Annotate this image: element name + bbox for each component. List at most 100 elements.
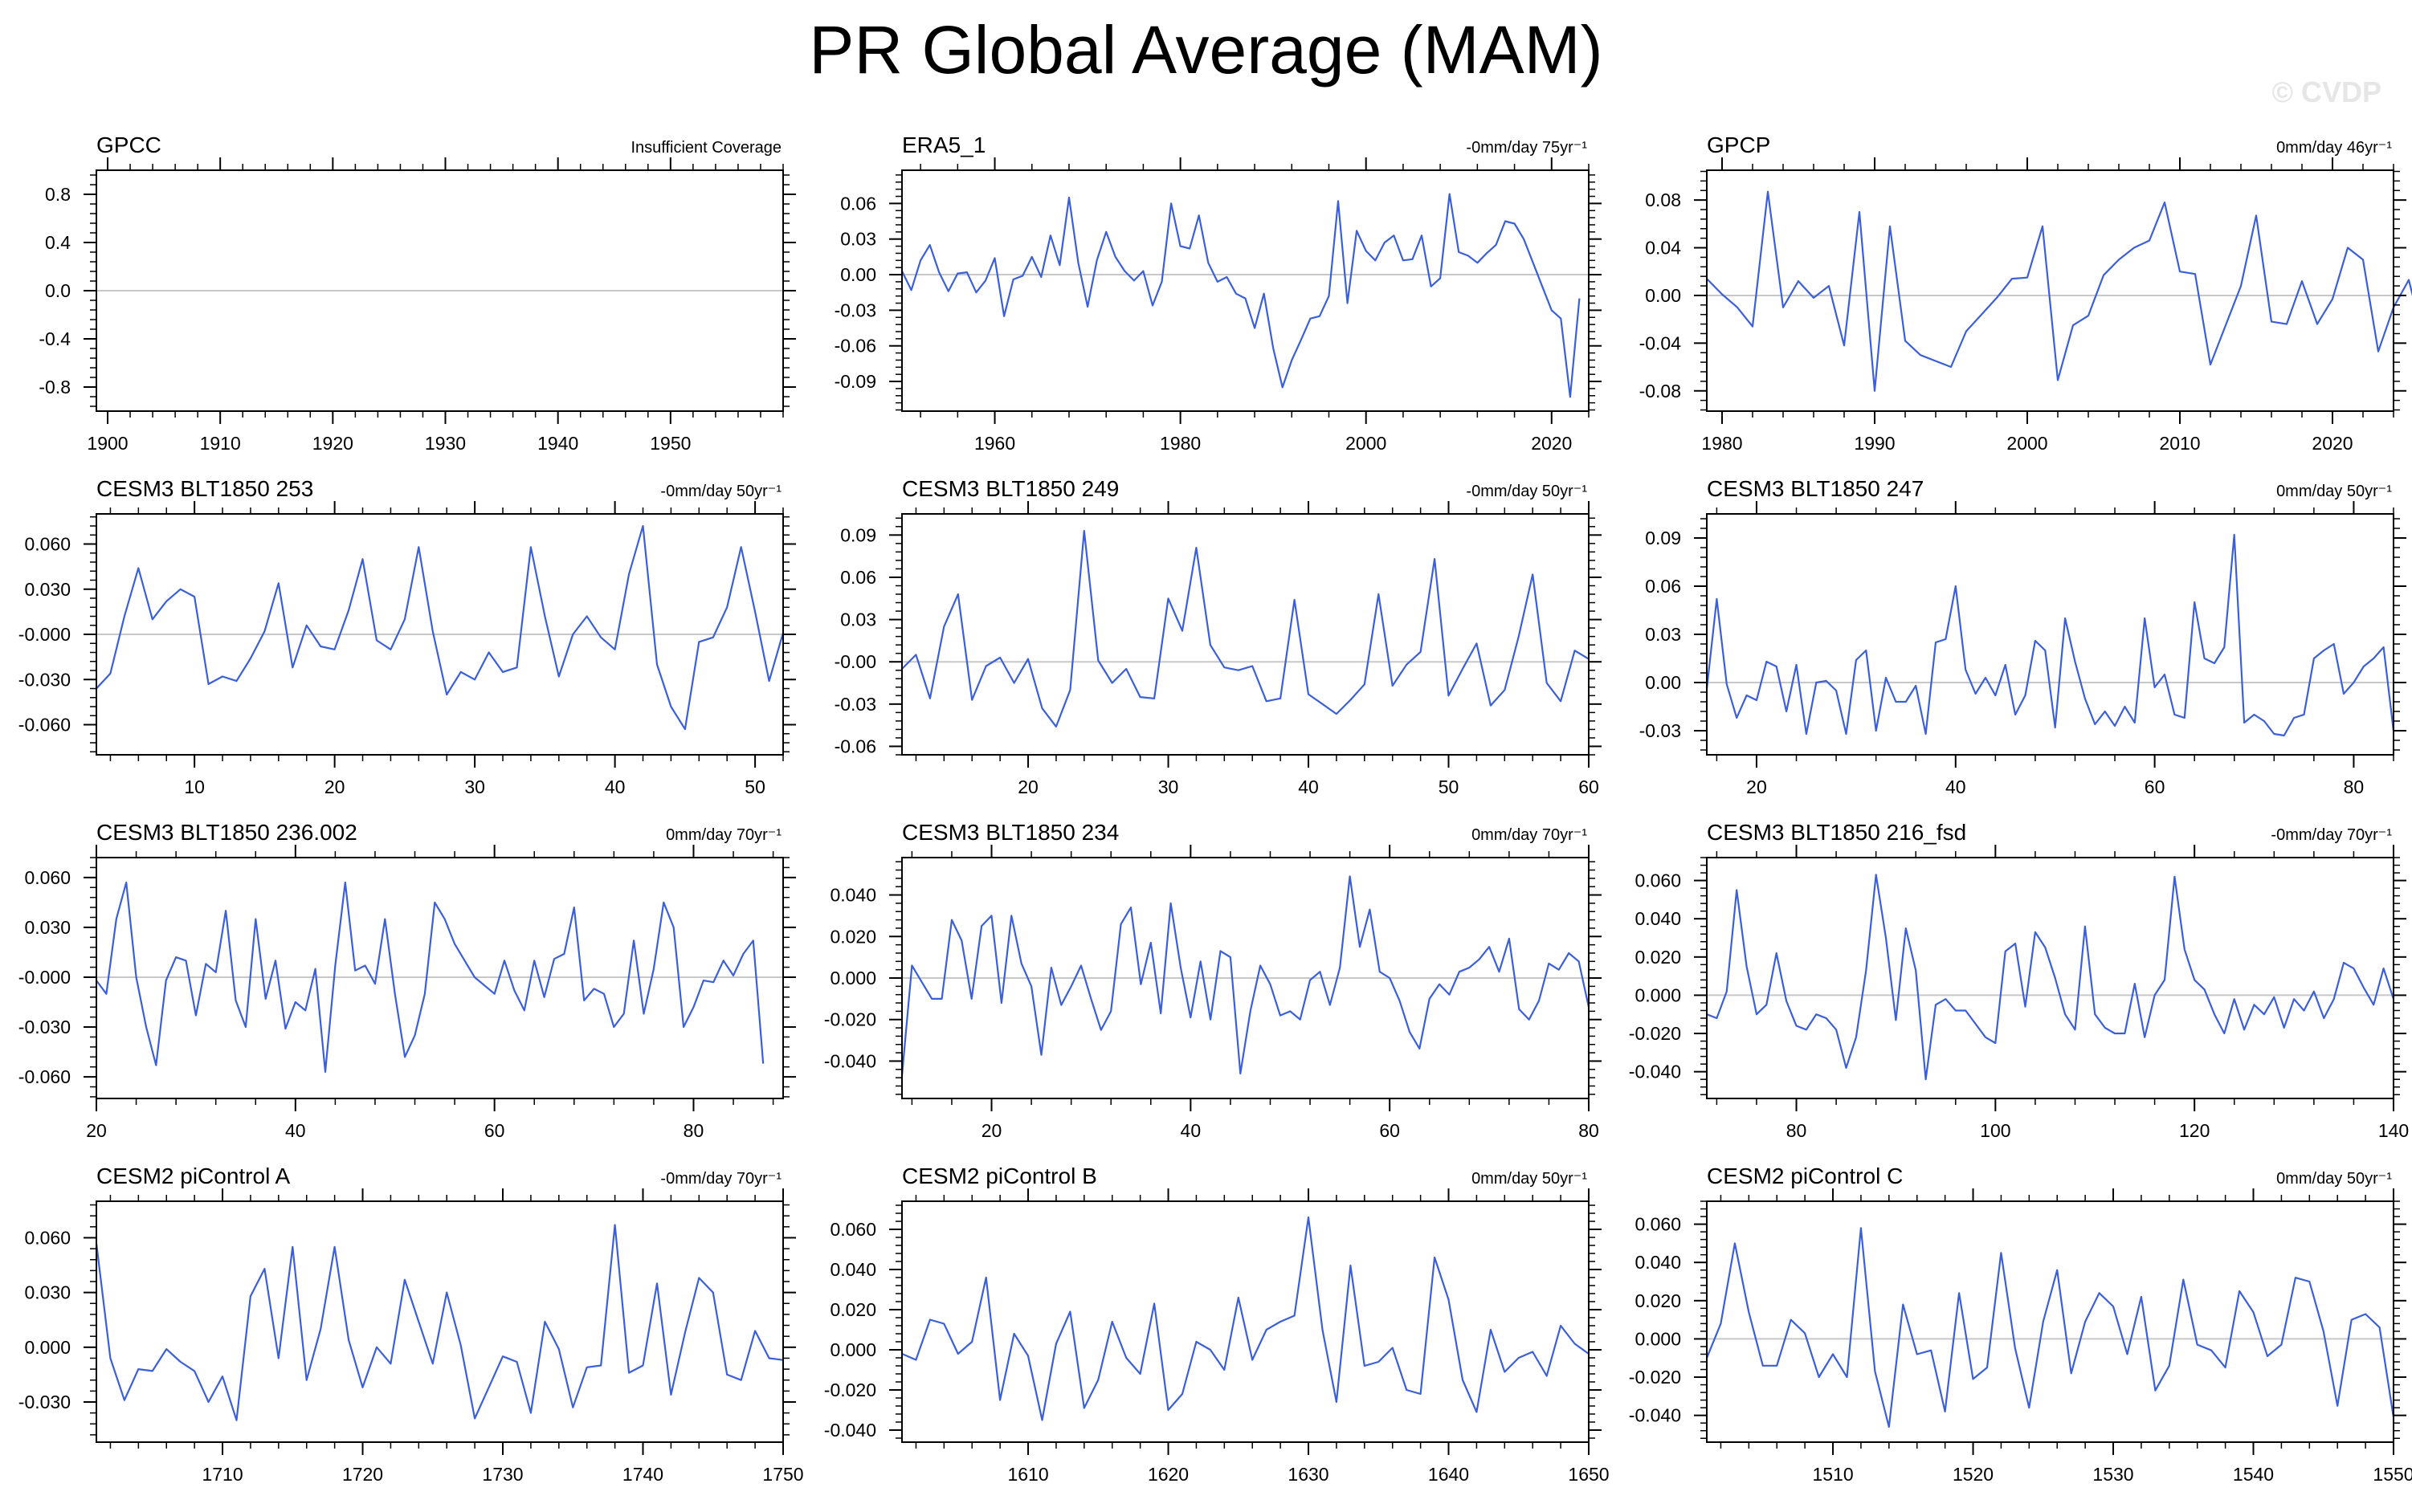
y-tick-label: -0.03 bbox=[1639, 720, 1681, 741]
y-tick-label: 0.030 bbox=[24, 579, 71, 600]
chart-panel: CESM3 BLT1850 253 -0mm/day 50yr⁻¹ 10 20 30 40… bbox=[18, 476, 796, 797]
x-tick-label: 80 bbox=[684, 1120, 704, 1141]
chart-panel: CESM3 BLT1850 216_fsd -0mm/day 70yr⁻¹ 80 10… bbox=[1629, 820, 2409, 1141]
series-line bbox=[901, 529, 1590, 728]
panel-trend-note: 0mm/day 50yr⁻¹ bbox=[2276, 483, 2392, 500]
x-tick-label: 1740 bbox=[622, 1464, 663, 1485]
y-tick-label: -0.040 bbox=[824, 1420, 876, 1441]
y-tick-label: -0.020 bbox=[824, 1009, 876, 1030]
x-tick-label: 80 bbox=[1786, 1120, 1807, 1141]
y-tick-label: 0.00 bbox=[1645, 285, 1681, 306]
y-tick-label: 0.4 bbox=[45, 232, 71, 253]
y-tick-label: 0.020 bbox=[830, 926, 876, 947]
series-line bbox=[901, 1216, 1590, 1421]
panel-title: CESM3 BLT1850 236.002 bbox=[96, 820, 357, 845]
y-tick-label: -0.030 bbox=[18, 1017, 71, 1037]
chart-panel: CESM3 BLT1850 247 0mm/day 50yr⁻¹ 20 40 60 80 0… bbox=[1639, 476, 2406, 797]
series-line bbox=[1706, 874, 2395, 1081]
y-tick-label: 0.020 bbox=[1635, 947, 1681, 968]
y-tick-label: -0.040 bbox=[824, 1050, 876, 1071]
x-tick-label: 100 bbox=[1980, 1120, 2010, 1141]
x-tick-label: 1710 bbox=[202, 1464, 243, 1485]
x-tick-label: 50 bbox=[1439, 776, 1459, 797]
y-tick-label: -0.020 bbox=[824, 1380, 876, 1400]
y-tick-label: -0.040 bbox=[1629, 1405, 1681, 1426]
x-tick-label: 80 bbox=[1578, 1120, 1599, 1141]
series-line bbox=[900, 875, 1590, 1076]
panel-trend-note: 0mm/day 50yr⁻¹ bbox=[1471, 1170, 1587, 1188]
panel-title: CESM2 piControl C bbox=[1707, 1164, 1903, 1188]
y-tick-label: -0.06 bbox=[835, 336, 876, 357]
y-tick-label: -0.09 bbox=[835, 371, 876, 392]
y-tick-label: -0.8 bbox=[39, 377, 71, 397]
y-tick-label: 0.060 bbox=[1635, 870, 1681, 891]
panel-trend-note: 0mm/day 46yr⁻¹ bbox=[2276, 139, 2392, 157]
y-tick-label: 0.09 bbox=[1645, 528, 1681, 548]
plot-frame bbox=[96, 857, 784, 1099]
x-tick-label: 1990 bbox=[1854, 433, 1895, 454]
x-tick-label: 2010 bbox=[2159, 433, 2200, 454]
x-tick-label: 2000 bbox=[2006, 433, 2047, 454]
y-tick-label: -0.00 bbox=[835, 651, 876, 672]
y-tick-label: -0.060 bbox=[18, 1066, 71, 1087]
y-tick-label: -0.06 bbox=[835, 736, 876, 756]
y-tick-label: -0.03 bbox=[835, 300, 876, 320]
series-line bbox=[901, 193, 1581, 398]
y-tick-label: 0.00 bbox=[840, 264, 876, 285]
panel-title: CESM2 piControl A bbox=[96, 1164, 291, 1188]
x-tick-label: 1950 bbox=[650, 433, 691, 454]
chart-panel: GPCP 0mm/day 46yr⁻¹ 1980 1990 2000 2010 2020 0.… bbox=[1639, 132, 2412, 454]
chart-panel: CESM2 piControl C 0mm/day 50yr⁻¹ 1510 1520 1… bbox=[1629, 1164, 2412, 1485]
chart-panel: CESM3 BLT1850 236.002 0mm/day 70yr⁻¹ 20 40 6… bbox=[18, 820, 796, 1141]
y-tick-label: 0.000 bbox=[1635, 1328, 1681, 1349]
x-tick-label: 1610 bbox=[1007, 1464, 1048, 1485]
x-tick-label: 1920 bbox=[312, 433, 353, 454]
y-tick-label: 0.060 bbox=[830, 1219, 876, 1240]
chart-panel: ERA5_1 -0mm/day 75yr⁻¹ 1960 1980 2000 2020 0.0… bbox=[835, 132, 1602, 454]
y-tick-label: 0.08 bbox=[1645, 190, 1681, 210]
panel-trend-note: 0mm/day 70yr⁻¹ bbox=[666, 826, 782, 844]
y-tick-label: -0.4 bbox=[39, 328, 71, 349]
x-tick-label: 60 bbox=[2145, 776, 2165, 797]
x-tick-label: 1650 bbox=[1568, 1464, 1609, 1485]
y-tick-label: 0.09 bbox=[840, 524, 876, 545]
x-tick-label: 1750 bbox=[762, 1464, 803, 1485]
y-tick-label: 0.020 bbox=[830, 1299, 876, 1320]
chart-panel: CESM2 piControl B 0mm/day 50yr⁻¹ 1610 1620 1… bbox=[824, 1164, 1610, 1485]
x-tick-label: 1910 bbox=[200, 433, 241, 454]
x-tick-label: 1630 bbox=[1288, 1464, 1328, 1485]
x-tick-label: 1980 bbox=[1160, 433, 1201, 454]
panel-title: ERA5_1 bbox=[902, 132, 986, 157]
series-line bbox=[1705, 1227, 2395, 1428]
plot-frame bbox=[901, 513, 1590, 756]
panel-trend-note: 0mm/day 50yr⁻¹ bbox=[2276, 1170, 2392, 1188]
plot-frame bbox=[901, 169, 1590, 412]
x-tick-label: 120 bbox=[2179, 1120, 2210, 1141]
y-tick-label: -0.04 bbox=[1639, 332, 1682, 353]
series-line bbox=[1706, 190, 2412, 392]
y-tick-label: -0.020 bbox=[1629, 1023, 1681, 1044]
x-tick-label: 1980 bbox=[1701, 433, 1742, 454]
x-tick-label: 30 bbox=[1158, 776, 1179, 797]
y-tick-label: 0.8 bbox=[45, 184, 71, 205]
x-tick-label: 1550 bbox=[2373, 1464, 2412, 1485]
x-tick-label: 80 bbox=[2344, 776, 2365, 797]
plot-frame bbox=[1706, 857, 2394, 1099]
x-tick-label: 60 bbox=[484, 1120, 505, 1141]
page-title: PR Global Average (MAM) bbox=[809, 12, 1603, 88]
y-tick-label: -0.060 bbox=[18, 715, 71, 736]
y-tick-label: 0.040 bbox=[1635, 1252, 1681, 1273]
y-tick-label: 0.04 bbox=[1645, 238, 1681, 259]
plot-frame bbox=[1706, 1200, 2394, 1443]
y-tick-label: 0.03 bbox=[1645, 624, 1681, 645]
y-tick-label: 0.0 bbox=[45, 280, 71, 301]
y-tick-label: 0.06 bbox=[1645, 576, 1681, 597]
panel-trend-note: 0mm/day 70yr⁻¹ bbox=[1471, 826, 1587, 844]
y-tick-label: 0.040 bbox=[1635, 908, 1681, 929]
x-tick-label: 30 bbox=[464, 776, 485, 797]
plot-frame bbox=[1706, 169, 2394, 412]
y-tick-label: 0.06 bbox=[840, 193, 876, 214]
x-tick-label: 50 bbox=[745, 776, 765, 797]
x-tick-label: 1530 bbox=[2092, 1464, 2133, 1485]
